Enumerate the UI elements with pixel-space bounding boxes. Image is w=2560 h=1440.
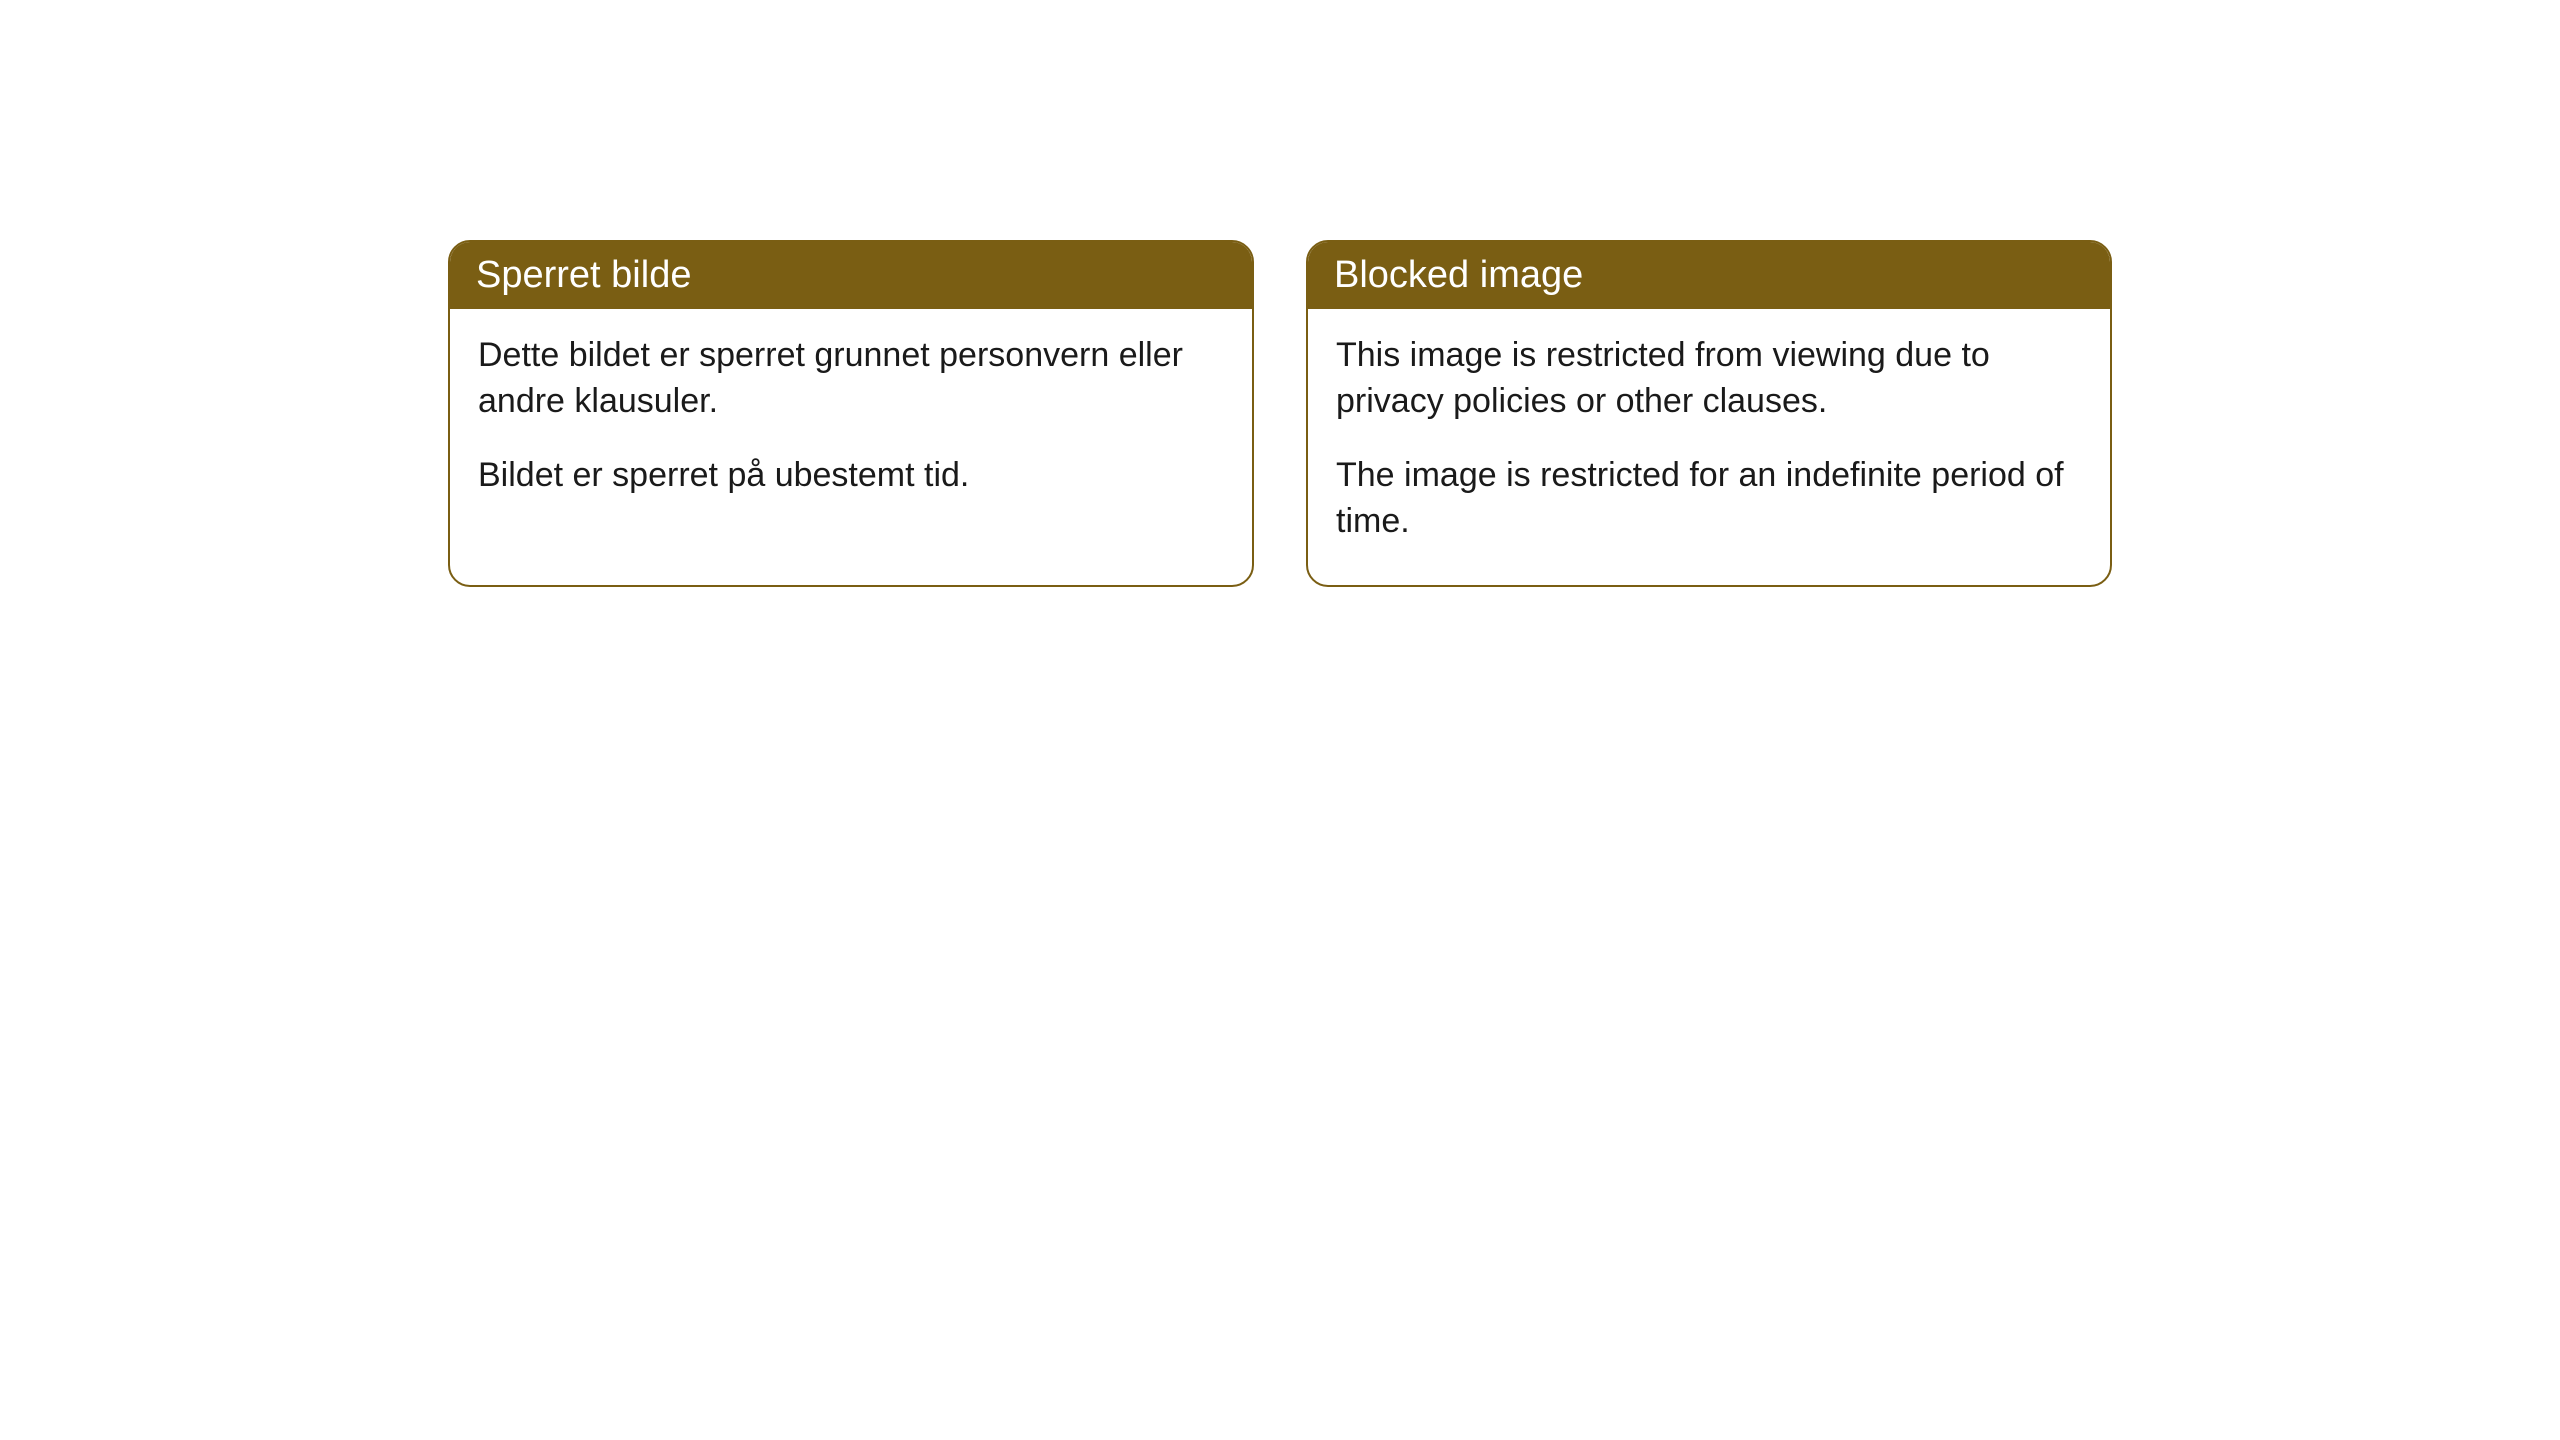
- card-header-no: Sperret bilde: [450, 242, 1252, 309]
- blocked-image-card-en: Blocked image This image is restricted f…: [1306, 240, 2112, 587]
- cards-container: Sperret bilde Dette bildet er sperret gr…: [0, 0, 2560, 587]
- blocked-image-card-no: Sperret bilde Dette bildet er sperret gr…: [448, 240, 1254, 587]
- card-paragraph-en-1: This image is restricted from viewing du…: [1336, 333, 2082, 425]
- card-header-en: Blocked image: [1308, 242, 2110, 309]
- card-paragraph-no-2: Bildet er sperret på ubestemt tid.: [478, 453, 1224, 499]
- card-body-en: This image is restricted from viewing du…: [1308, 309, 2110, 585]
- card-paragraph-en-2: The image is restricted for an indefinit…: [1336, 453, 2082, 545]
- card-paragraph-no-1: Dette bildet er sperret grunnet personve…: [478, 333, 1224, 425]
- card-body-no: Dette bildet er sperret grunnet personve…: [450, 309, 1252, 539]
